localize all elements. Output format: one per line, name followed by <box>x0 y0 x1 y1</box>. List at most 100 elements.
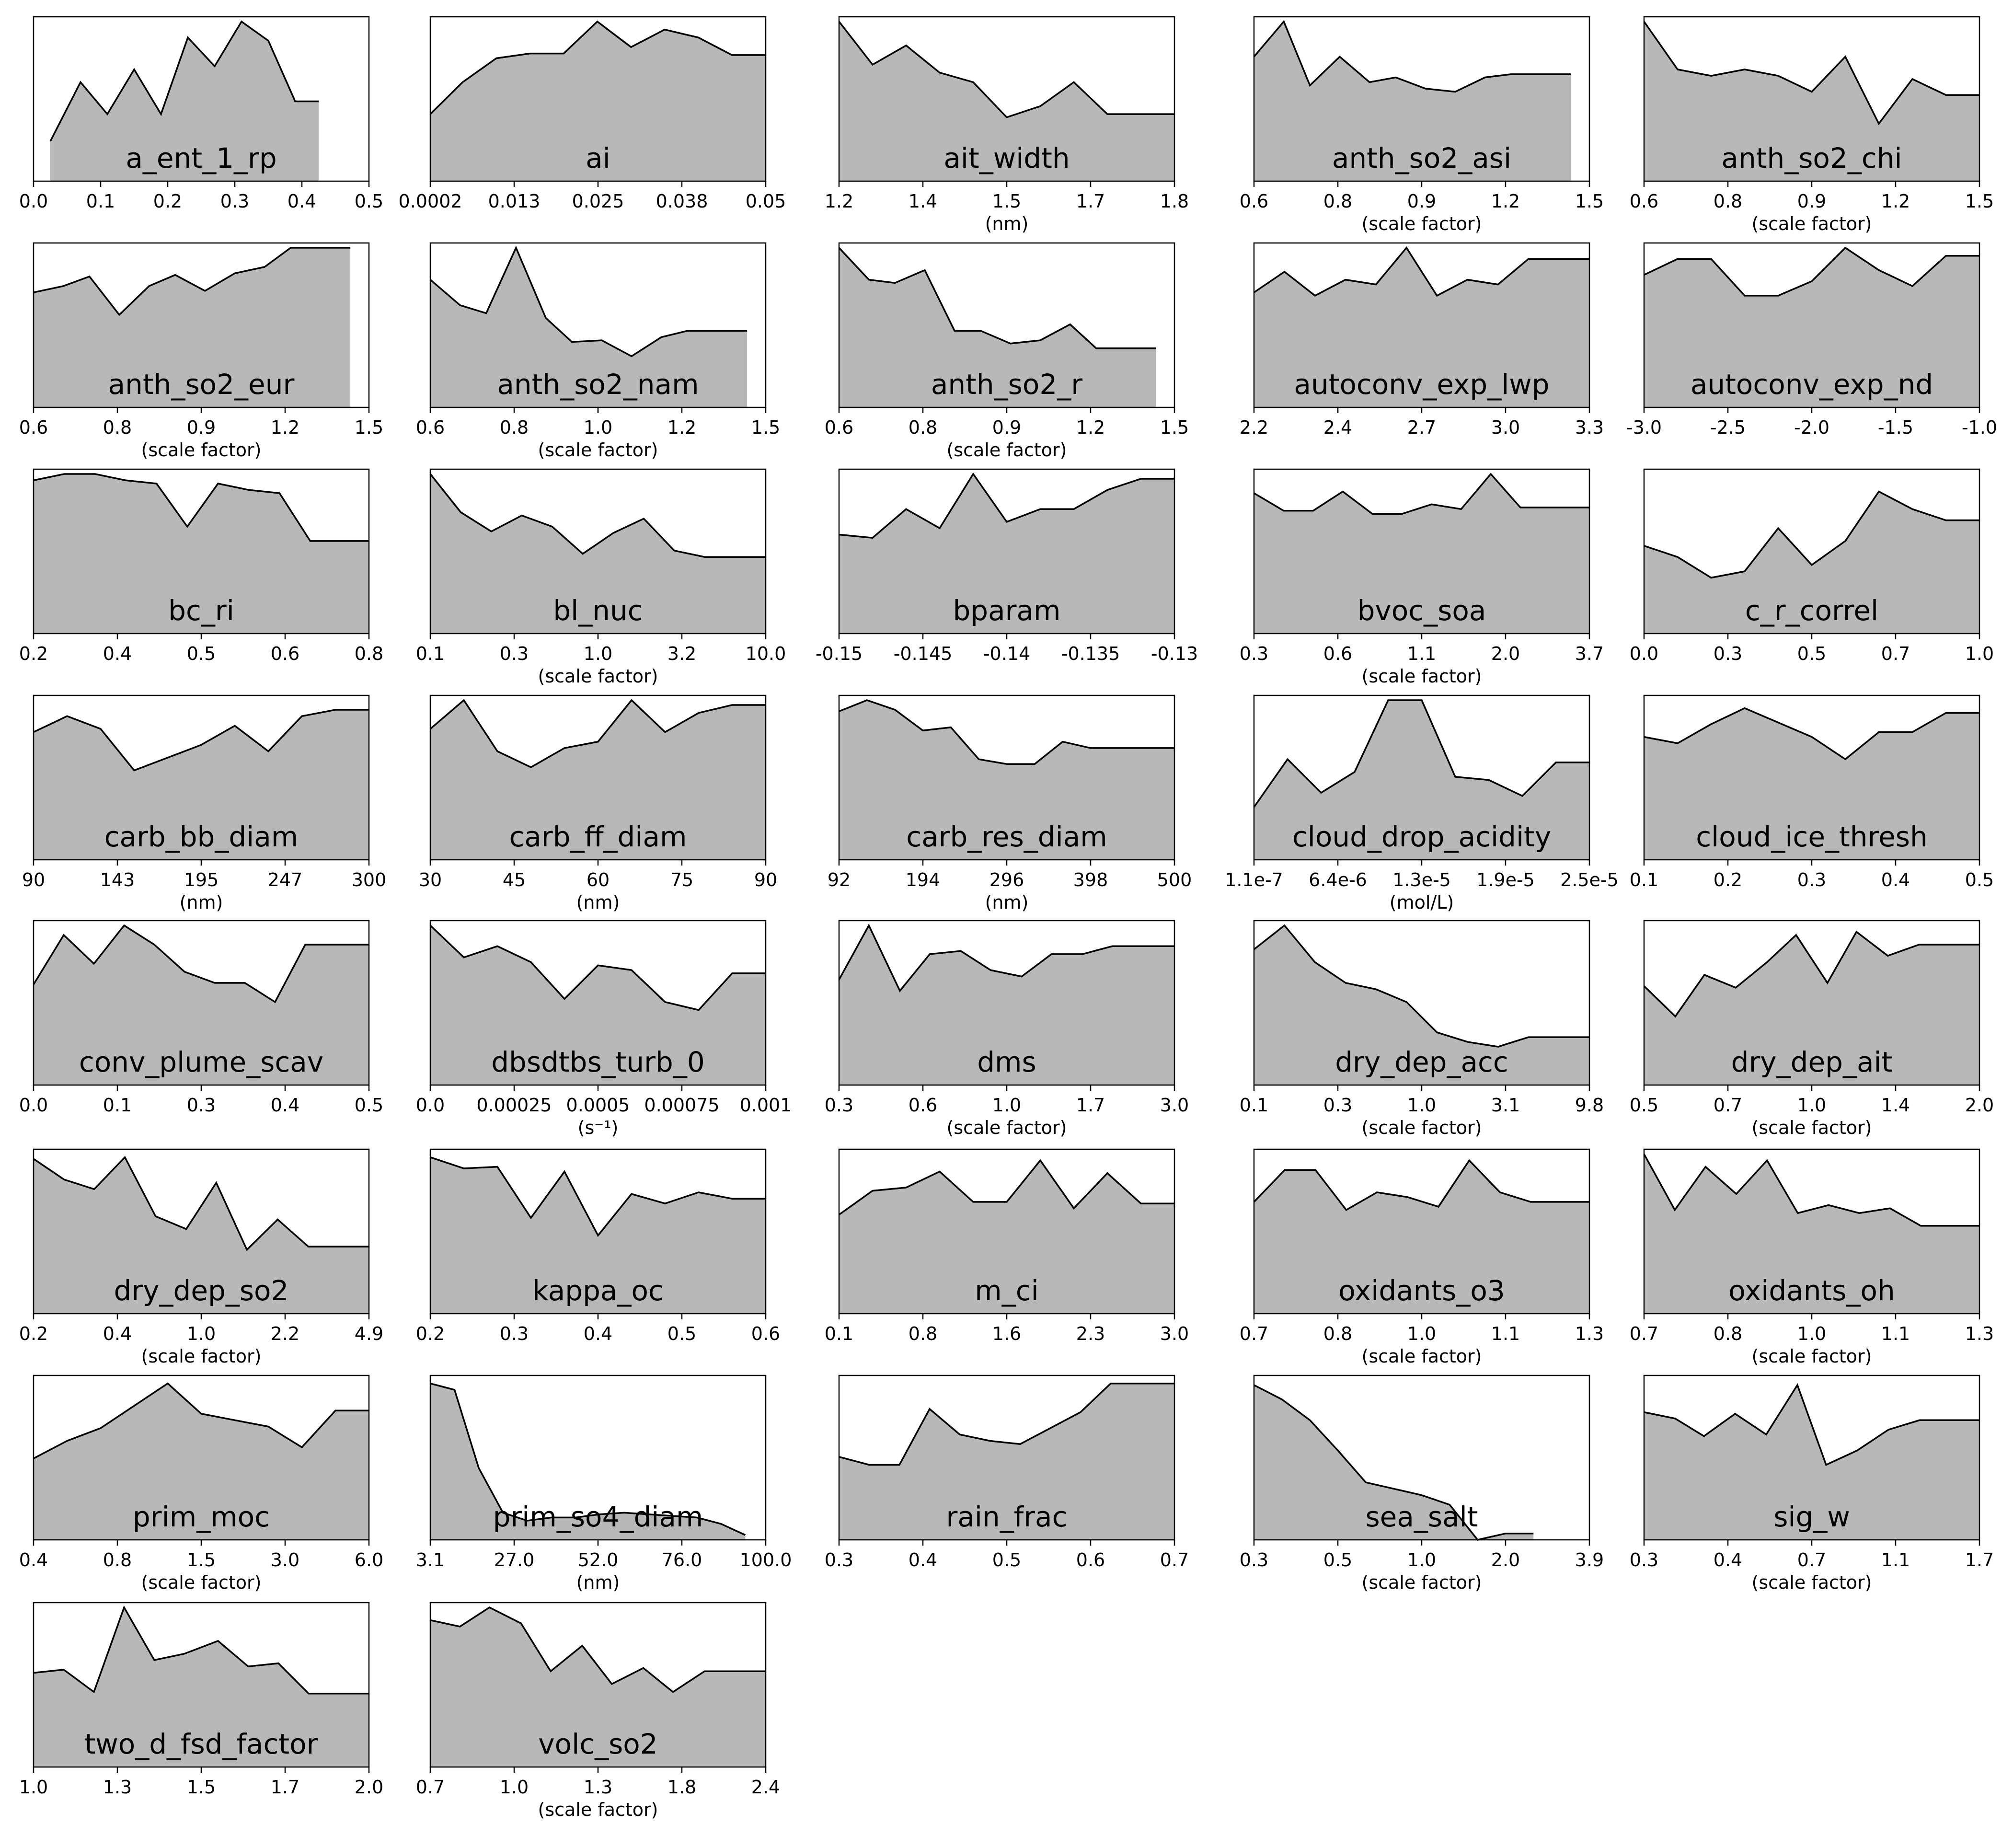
x-tick-label: 1.1 <box>1881 1323 1910 1344</box>
x-tick-label: 1.5 <box>1965 191 1994 212</box>
x-tick-label: 0.0 <box>1630 643 1658 664</box>
x-tick-label: 0.6 <box>751 1323 780 1344</box>
panel-sea_salt: sea_salt 0.3 0.5 1.0 2.0 3.9 (scale factor) <box>1240 1374 1604 1593</box>
x-tick-label: 1.1 <box>1881 1549 1910 1571</box>
panel-oxidants_oh: oxidants_oh 0.7 0.8 1.0 1.1 1.3 (scale factor) <box>1630 1148 1994 1367</box>
histogram-line <box>1644 1383 1979 1466</box>
x-tick-label: 0.8 <box>500 417 529 438</box>
histogram-area <box>1254 700 1589 860</box>
x-tick-label: 0.4 <box>584 1323 612 1344</box>
histogram-area <box>430 925 766 1085</box>
x-tick-label: 0.8 <box>1714 1323 1742 1344</box>
x-tick-label: 1.3 <box>103 1777 132 1798</box>
panel-title: bl_nuc <box>553 594 643 627</box>
panel-title: oxidants_oh <box>1728 1274 1895 1307</box>
panel-anth_so2_chi: anth_so2_chi 0.6 0.8 0.9 1.2 1.5 (scale factor… <box>1630 16 1994 234</box>
x-tick-label: 2.0 <box>355 1777 383 1798</box>
histogram-line <box>1254 1384 1534 1541</box>
x-tick-label: 0.8 <box>1714 191 1742 212</box>
x-tick-label: 0.4 <box>271 1095 299 1116</box>
x-tick-label: 0.2 <box>19 1323 48 1344</box>
histogram-area <box>1254 1385 1534 1540</box>
panel-anth_so2_asi: anth_so2_asi 0.6 0.8 0.9 1.2 1.5 (scale factor… <box>1240 16 1604 234</box>
x-tick-label: 0.5 <box>1797 643 1826 664</box>
x-tick-label: 1.5 <box>187 1777 216 1798</box>
x-tick-label: 4.9 <box>355 1323 383 1344</box>
histogram-line <box>49 20 319 142</box>
histogram-area <box>34 925 369 1085</box>
histogram-area <box>839 1160 1174 1314</box>
histogram-area <box>34 1607 369 1767</box>
x-tick-label: 1.6 <box>992 1323 1021 1344</box>
panel-title: bparam <box>953 594 1060 627</box>
x-tick-label: 1.0 <box>187 1323 216 1344</box>
x-tick-label: 0.001 <box>740 1095 792 1116</box>
x-tick-label: 0.3 <box>1630 1549 1658 1571</box>
x-tick-label: 1.4 <box>909 191 937 212</box>
histogram-line <box>33 247 351 316</box>
x-tick-label: 2.4 <box>1323 417 1352 438</box>
x-tick-label: 0.8 <box>1323 191 1352 212</box>
x-axis-label: (scale factor) <box>1362 213 1482 234</box>
x-tick-label: 1.5 <box>355 417 383 438</box>
histogram-line <box>429 473 766 558</box>
panel-c_r_correl: c_r_correl 0.0 0.3 0.5 0.7 1.0 <box>1630 468 1994 664</box>
panel-rain_frac: rain_frac 0.3 0.4 0.5 0.6 0.7 <box>825 1374 1189 1571</box>
histogram-area <box>1644 1385 1979 1540</box>
panel-title: dms <box>977 1046 1036 1078</box>
x-tick-label: 2.7 <box>1407 417 1436 438</box>
histogram-area <box>1254 248 1589 407</box>
x-axis-label: (scale factor) <box>141 1572 262 1593</box>
x-tick-label: 9.8 <box>1575 1095 1604 1116</box>
x-tick-label: 3.0 <box>271 1549 299 1571</box>
histogram-line <box>1643 21 1979 126</box>
x-tick-label: 60 <box>587 869 610 890</box>
x-tick-label: 0.4 <box>909 1549 937 1571</box>
panel-title: carb_ff_diam <box>509 820 687 853</box>
x-tick-label: 0.1 <box>416 643 445 664</box>
x-tick-label: 1.8 <box>1160 191 1189 212</box>
panel-cloud_ice_thresh: cloud_ice_thresh 0.1 0.2 0.3 0.4 0.5 <box>1630 694 1994 890</box>
x-tick-label: 6.4e-6 <box>1309 869 1367 890</box>
x-tick-label: -0.15 <box>816 643 863 664</box>
x-tick-label: 90 <box>754 869 777 890</box>
panel-title: carb_res_diam <box>906 820 1107 853</box>
panel-title: kappa_oc <box>532 1274 664 1307</box>
histogram-line <box>429 20 766 115</box>
histogram-line <box>1644 707 1979 761</box>
histogram-line <box>33 1382 369 1459</box>
x-axis-label: (mol/L) <box>1390 892 1454 913</box>
x-tick-label: 0.7 <box>1240 1323 1268 1344</box>
x-tick-label: 0.5 <box>1630 1095 1658 1116</box>
x-tick-label: 3.0 <box>1491 417 1520 438</box>
x-tick-label: -2.0 <box>1794 417 1829 438</box>
histogram-line <box>33 924 369 1004</box>
x-tick-label: 0.8 <box>103 417 132 438</box>
x-tick-label: 0.6 <box>19 417 48 438</box>
x-tick-label: 0.9 <box>187 417 216 438</box>
x-tick-label: 1.7 <box>1965 1549 1994 1571</box>
histogram-area <box>430 1607 766 1767</box>
x-tick-label: 1.0 <box>19 1777 48 1798</box>
panel-title: oxidants_o3 <box>1338 1274 1505 1307</box>
panel-title: rain_frac <box>946 1501 1068 1533</box>
x-tick-label: 1.2 <box>271 417 299 438</box>
panel-autoconv_exp_nd: autoconv_exp_nd -3.0 -2.5 -2.0 -1.5 -1.0 <box>1626 242 1997 438</box>
histogram-line <box>839 699 1174 765</box>
histogram-area <box>1254 22 1571 181</box>
histogram-area <box>1644 248 1979 407</box>
panel-carb_ff_diam: carb_ff_diam 30 45 60 75 90 (nm) <box>419 694 777 913</box>
x-tick-label: 1.9e-5 <box>1476 869 1535 890</box>
x-tick-label: 296 <box>989 869 1024 890</box>
x-tick-label: 1.3 <box>584 1777 612 1798</box>
x-tick-label: 0.8 <box>103 1549 132 1571</box>
x-tick-label: 0.013 <box>488 191 541 212</box>
panel-title: bvoc_soa <box>1357 594 1486 627</box>
x-tick-label: 3.9 <box>1575 1549 1604 1571</box>
x-tick-label: 0.0 <box>416 1095 445 1116</box>
x-tick-label: 0.9 <box>992 417 1021 438</box>
x-tick-label: -0.145 <box>894 643 953 664</box>
x-tick-label: -3.0 <box>1626 417 1662 438</box>
x-tick-label: 0.5 <box>1965 869 1994 890</box>
